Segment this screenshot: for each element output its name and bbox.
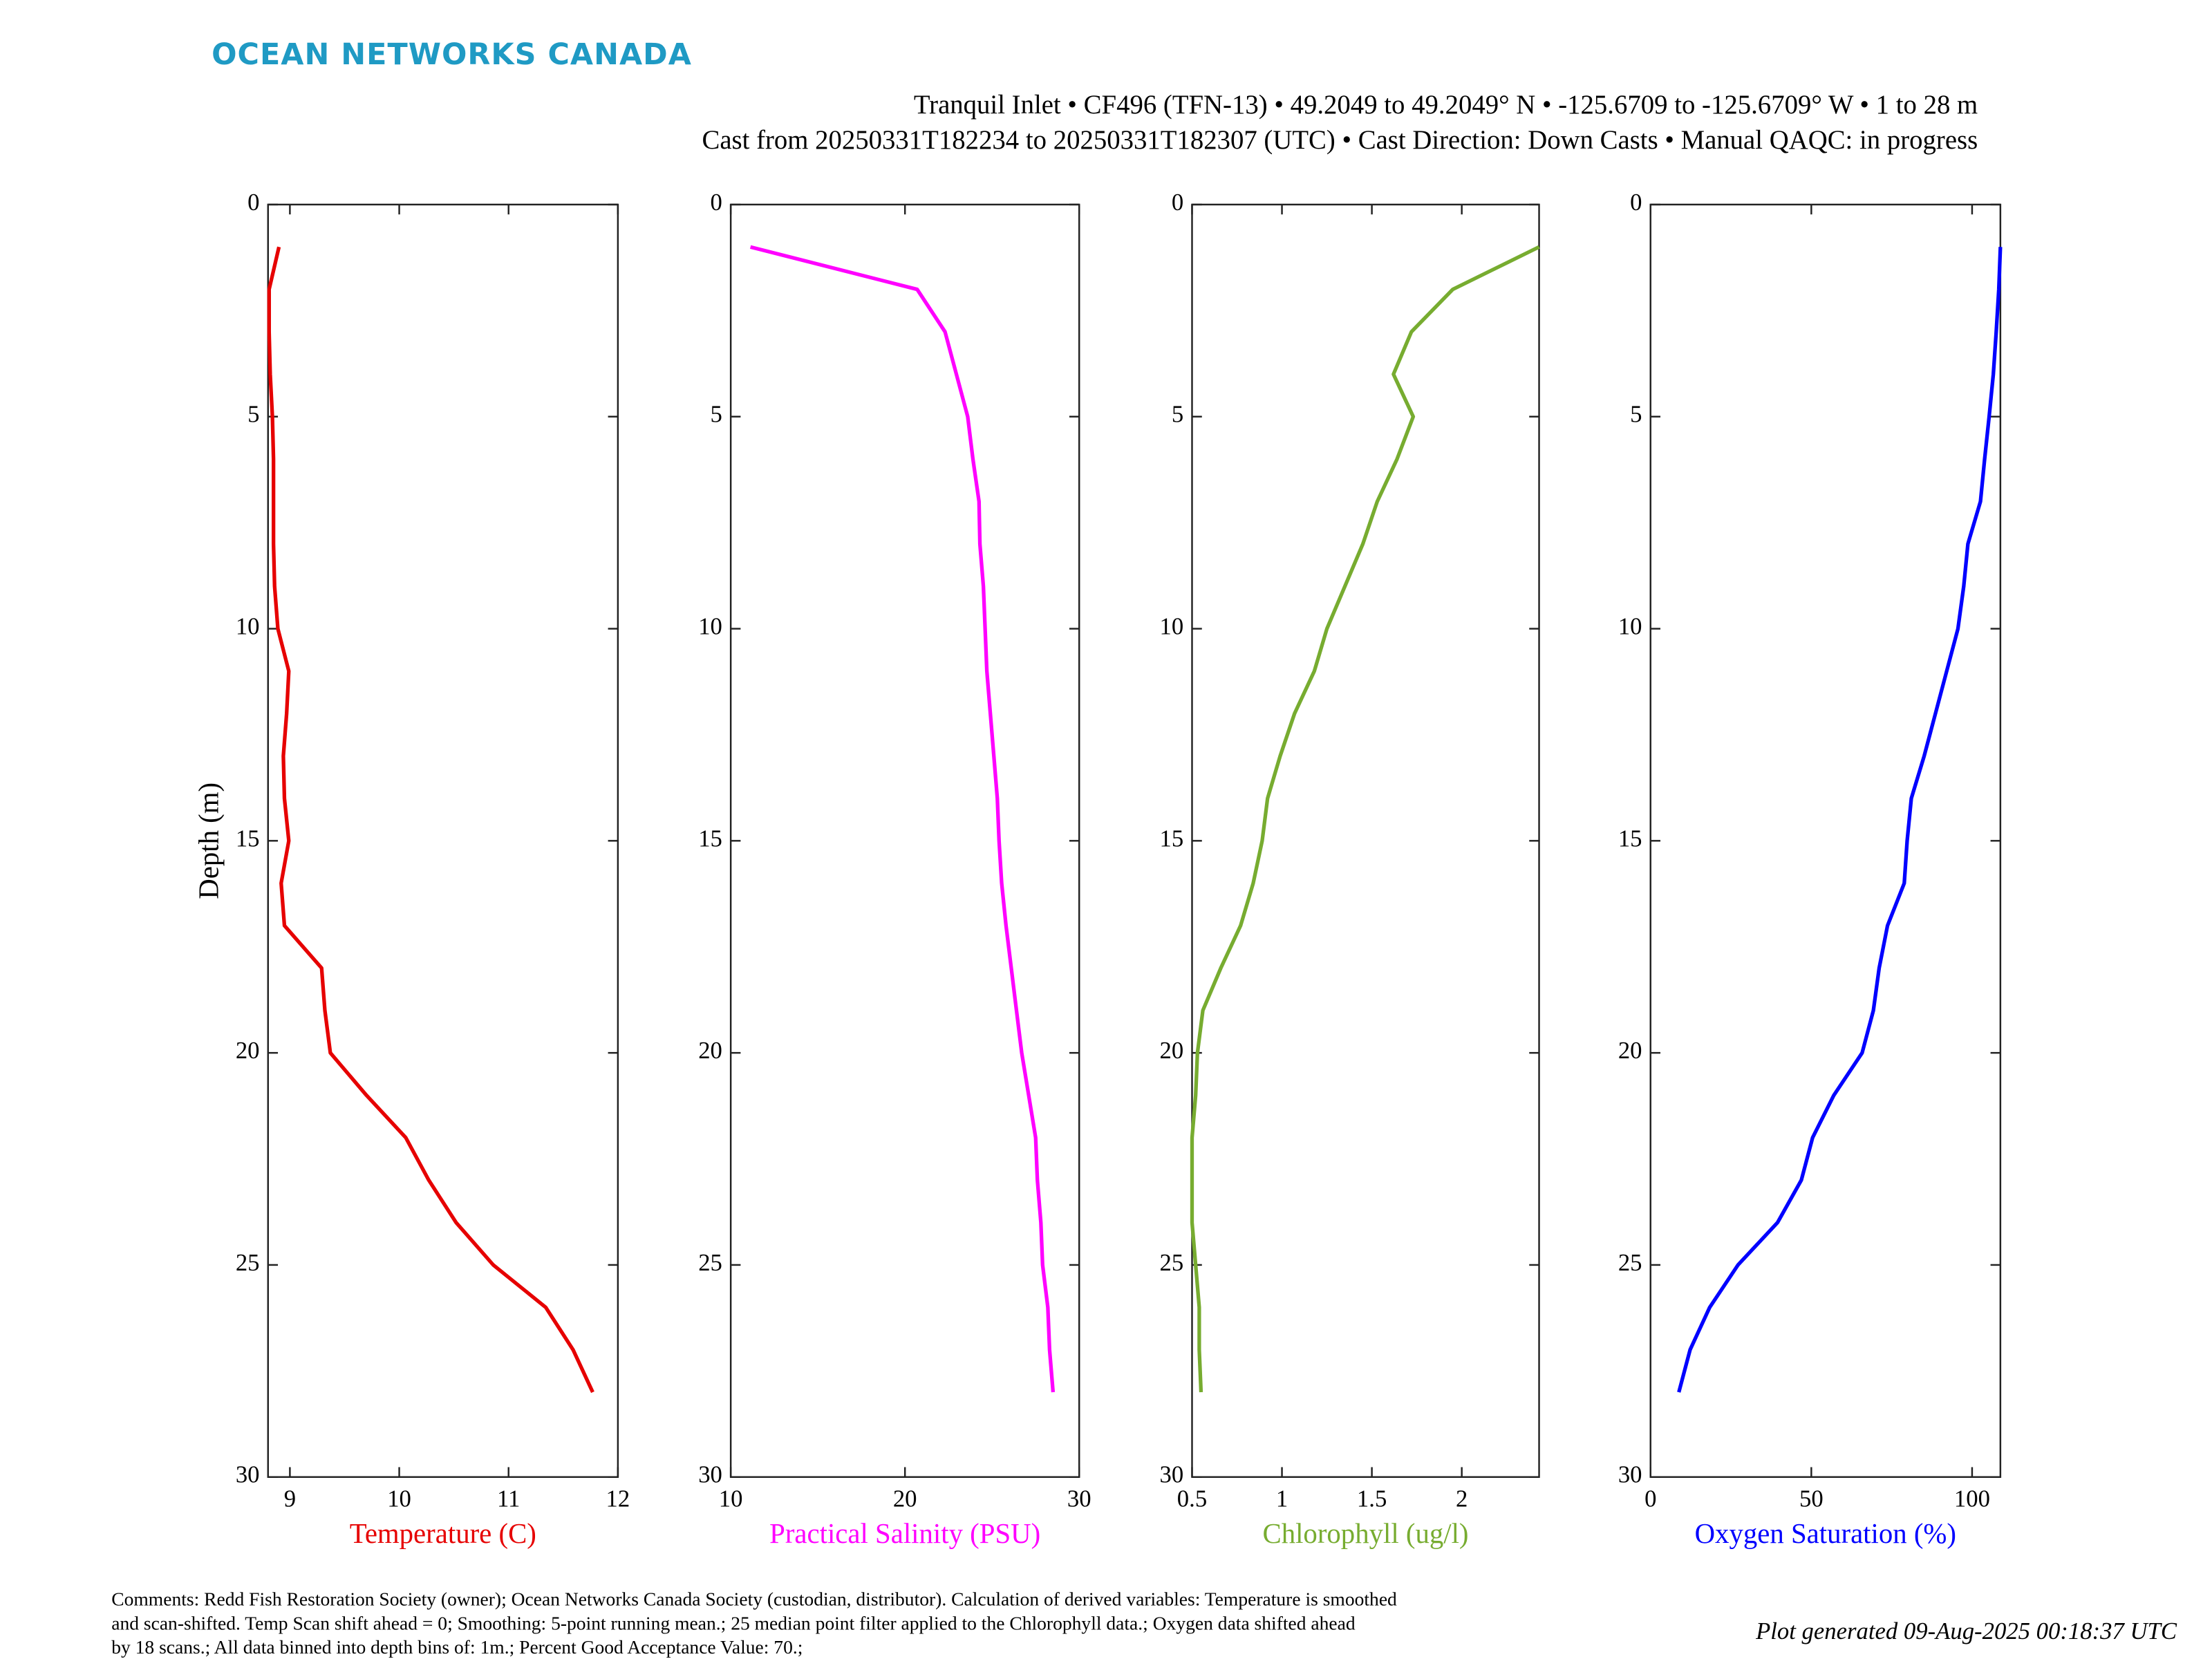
- x-tick-label: 10: [387, 1485, 411, 1512]
- profile-line: [1190, 245, 1540, 1393]
- x-tick-label: 30: [1067, 1485, 1091, 1512]
- comment: Comments: Redd Fish Restoration Society …: [111, 1588, 1397, 1610]
- y-tick-label: 0: [711, 189, 722, 216]
- x-tick-label: 12: [606, 1485, 630, 1512]
- y-tick-label: 25: [698, 1249, 722, 1276]
- x-tick-label: 1.5: [1357, 1485, 1387, 1512]
- y-tick-label: 10: [698, 612, 722, 639]
- y-tick-label: 5: [1172, 401, 1183, 428]
- y-tick-label: 30: [236, 1461, 260, 1488]
- y-tick-label: 30: [1618, 1461, 1642, 1488]
- x-tick-label: 20: [893, 1485, 917, 1512]
- x-tick-label: 10: [719, 1485, 743, 1512]
- y-tick-label: 25: [236, 1249, 260, 1276]
- x-tick-label: 50: [1799, 1485, 1824, 1512]
- comment: and scan-shifted. Temp Scan shift ahead …: [111, 1612, 1356, 1633]
- profile-line: [749, 245, 1056, 1393]
- comment: by 18 scans.; All data binned into depth…: [111, 1636, 803, 1658]
- y-tick-label: 5: [1630, 401, 1642, 428]
- profile-line: [267, 246, 594, 1394]
- y-tick-label: 0: [1172, 189, 1183, 216]
- y-tick-label: 30: [698, 1461, 722, 1488]
- x-tick-label: 0: [1644, 1485, 1656, 1512]
- y-tick-label: 15: [698, 825, 722, 852]
- profile-line: [1677, 247, 2003, 1393]
- y-tick-label: 0: [1630, 189, 1642, 216]
- x-tick-label: 100: [1954, 1485, 1990, 1512]
- brand: OCEAN NETWORKS CANADA: [212, 37, 692, 72]
- x-tick-label: 0.5: [1177, 1485, 1207, 1512]
- y-tick-label: 15: [1160, 825, 1184, 852]
- subtitle: Cast from 20250331T182234 to 20250331T18…: [702, 125, 1978, 155]
- y-tick-label: 0: [247, 189, 259, 216]
- y-tick-label: 20: [698, 1037, 722, 1064]
- y-tick-label: 20: [236, 1037, 260, 1064]
- y-tick-label: 10: [1160, 612, 1184, 639]
- plot-generated: Plot generated 09-Aug-2025 00:18:37 UTC: [1755, 1618, 2177, 1644]
- y-tick-label: 20: [1160, 1037, 1184, 1064]
- y-tick-label: 15: [236, 825, 260, 852]
- y-tick-label: 15: [1618, 825, 1642, 852]
- y-tick-label: 10: [1618, 612, 1642, 639]
- x-axis-label: Practical Salinity (PSU): [769, 1518, 1040, 1549]
- y-tick-label: 5: [711, 401, 722, 428]
- y-axis-label: Depth (m): [193, 782, 224, 899]
- y-tick-label: 10: [236, 612, 260, 639]
- y-tick-label: 30: [1160, 1461, 1184, 1488]
- y-tick-label: 25: [1618, 1249, 1642, 1276]
- x-axis-label: Temperature (C): [350, 1518, 536, 1549]
- subtitle: Tranquil Inlet • CF496 (TFN-13) • 49.204…: [914, 90, 1978, 120]
- y-tick-label: 20: [1618, 1037, 1642, 1064]
- y-tick-label: 25: [1160, 1249, 1184, 1276]
- x-tick-label: 11: [497, 1485, 520, 1512]
- y-tick-label: 5: [247, 401, 259, 428]
- x-axis-label: Oxygen Saturation (%): [1695, 1518, 1956, 1549]
- x-axis-label: Chlorophyll (ug/l): [1262, 1518, 1468, 1549]
- x-tick-label: 9: [284, 1485, 296, 1512]
- x-tick-label: 2: [1456, 1485, 1468, 1512]
- x-tick-label: 1: [1276, 1485, 1288, 1512]
